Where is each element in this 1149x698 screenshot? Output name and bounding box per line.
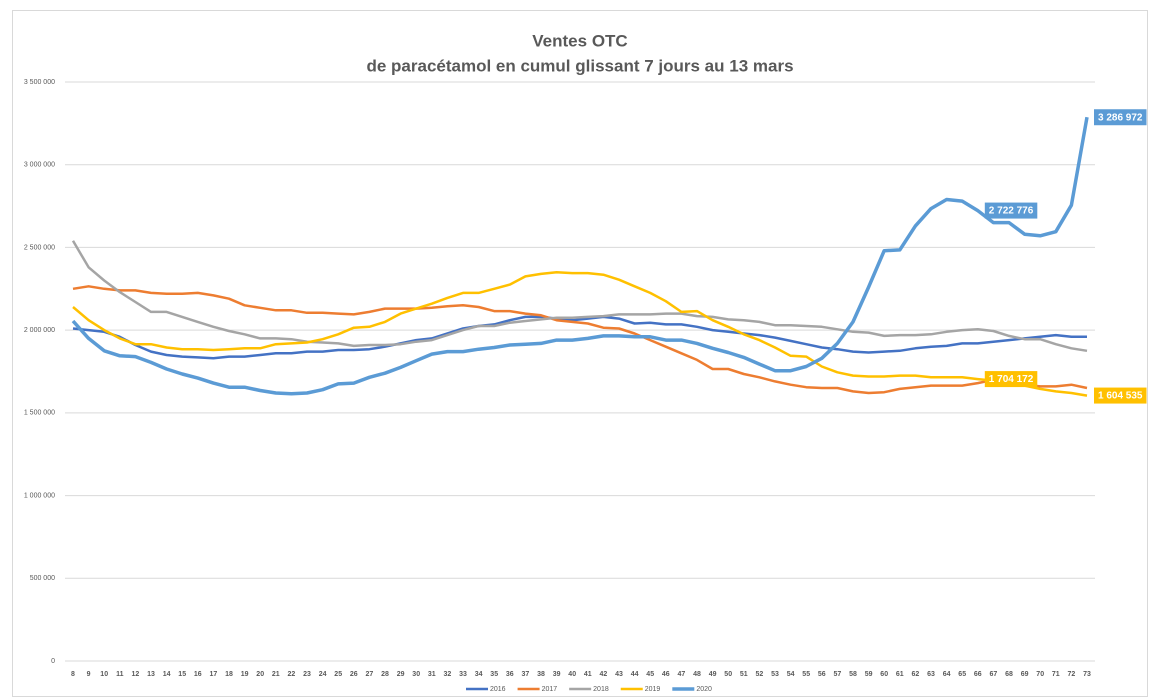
value-label: 2 722 776: [989, 206, 1034, 217]
x-tick-label: 60: [880, 671, 888, 678]
x-tick-label: 47: [678, 671, 686, 678]
chart-frame: [12, 10, 1148, 697]
x-tick-label: 36: [506, 671, 514, 678]
x-tick-label: 21: [272, 671, 280, 678]
x-tick-label: 50: [724, 671, 732, 678]
x-tick-label: 35: [490, 671, 498, 678]
value-label: 3 286 972: [1098, 112, 1143, 123]
x-tick-label: 30: [412, 671, 420, 678]
series-line: [72, 315, 1087, 360]
x-tick-label: 11: [116, 671, 124, 678]
legend-label: 2018: [593, 686, 609, 693]
x-tick-label: 58: [849, 671, 857, 678]
x-tick-label: 62: [912, 671, 920, 678]
x-tick-label: 55: [802, 671, 810, 678]
x-tick-label: 18: [225, 671, 233, 678]
x-tick-label: 27: [366, 671, 374, 678]
x-tick-label: 53: [771, 671, 779, 678]
x-tick-label: 68: [1005, 671, 1013, 678]
x-tick-label: 52: [756, 671, 764, 678]
x-tick-label: 24: [319, 671, 327, 678]
value-label-box: [1094, 387, 1147, 404]
x-tick-label: 39: [553, 671, 561, 678]
x-tick-label: 57: [834, 671, 842, 678]
x-tick-label: 44: [631, 671, 639, 678]
chart-title: Ventes OTC: [532, 31, 627, 50]
x-tick-label: 12: [132, 671, 140, 678]
y-tick-label: 3 000 000: [24, 162, 55, 169]
x-tick-label: 19: [241, 671, 249, 678]
x-tick-label: 61: [896, 671, 904, 678]
x-tick-label: 17: [210, 671, 218, 678]
x-tick-label: 43: [615, 671, 623, 678]
x-tick-label: 49: [709, 671, 717, 678]
x-tick-label: 51: [740, 671, 748, 678]
x-tick-label: 70: [1036, 671, 1044, 678]
x-tick-label: 32: [444, 671, 452, 678]
x-tick-label: 8: [71, 671, 75, 678]
x-tick-label: 73: [1083, 671, 1091, 678]
x-tick-label: 26: [350, 671, 358, 678]
legend-label: 2016: [490, 686, 506, 693]
legend-label: 2020: [696, 686, 712, 693]
x-tick-label: 48: [693, 671, 701, 678]
y-tick-label: 0: [51, 658, 55, 665]
y-tick-label: 2 000 000: [24, 327, 55, 334]
series-line: [71, 116, 1089, 396]
value-label-box: [984, 202, 1038, 219]
x-tick-label: 59: [865, 671, 873, 678]
y-tick-label: 3 500 000: [24, 79, 55, 86]
x-tick-label: 28: [381, 671, 389, 678]
x-tick-label: 16: [194, 671, 202, 678]
series-line: [71, 240, 1088, 353]
y-tick-label: 2 500 000: [24, 244, 55, 251]
value-label: 1 604 535: [1098, 391, 1143, 402]
x-tick-label: 65: [958, 671, 966, 678]
x-tick-label: 72: [1068, 671, 1076, 678]
x-tick-label: 31: [428, 671, 436, 678]
x-tick-label: 64: [943, 671, 951, 678]
x-tick-label: 33: [459, 671, 467, 678]
x-tick-label: 22: [288, 671, 296, 678]
x-tick-label: 37: [522, 671, 530, 678]
x-tick-label: 9: [87, 671, 91, 678]
y-tick-label: 500 000: [30, 575, 55, 582]
x-tick-label: 15: [178, 671, 186, 678]
x-tick-label: 13: [147, 671, 155, 678]
x-tick-label: 46: [662, 671, 670, 678]
value-label-box: [1094, 109, 1147, 126]
legend-label: 2019: [645, 686, 661, 693]
chart-subtitle: de paracétamol en cumul glissant 7 jours…: [366, 56, 793, 75]
legend-label: 2017: [542, 686, 558, 693]
x-tick-label: 41: [584, 671, 592, 678]
x-tick-label: 10: [100, 671, 108, 678]
x-tick-label: 63: [927, 671, 935, 678]
y-tick-label: 1 000 000: [24, 492, 55, 499]
x-tick-label: 45: [646, 671, 654, 678]
x-tick-label: 67: [990, 671, 998, 678]
series-line: [72, 270, 1088, 397]
y-tick-label: 1 500 000: [24, 410, 55, 417]
x-tick-label: 54: [787, 671, 795, 678]
x-tick-label: 66: [974, 671, 982, 678]
x-tick-label: 69: [1021, 671, 1029, 678]
x-tick-label: 20: [256, 671, 264, 678]
x-tick-label: 29: [397, 671, 405, 678]
series-line: [72, 285, 1088, 395]
x-tick-label: 42: [600, 671, 608, 678]
x-tick-label: 25: [334, 671, 342, 678]
x-tick-label: 34: [475, 671, 483, 678]
x-tick-label: 23: [303, 671, 311, 678]
x-tick-label: 56: [818, 671, 826, 678]
value-label-box: [984, 371, 1038, 388]
value-label: 1 704 172: [989, 374, 1034, 385]
x-tick-label: 14: [163, 671, 171, 678]
x-tick-label: 38: [537, 671, 545, 678]
x-tick-label: 71: [1052, 671, 1060, 678]
x-tick-label: 40: [568, 671, 576, 678]
